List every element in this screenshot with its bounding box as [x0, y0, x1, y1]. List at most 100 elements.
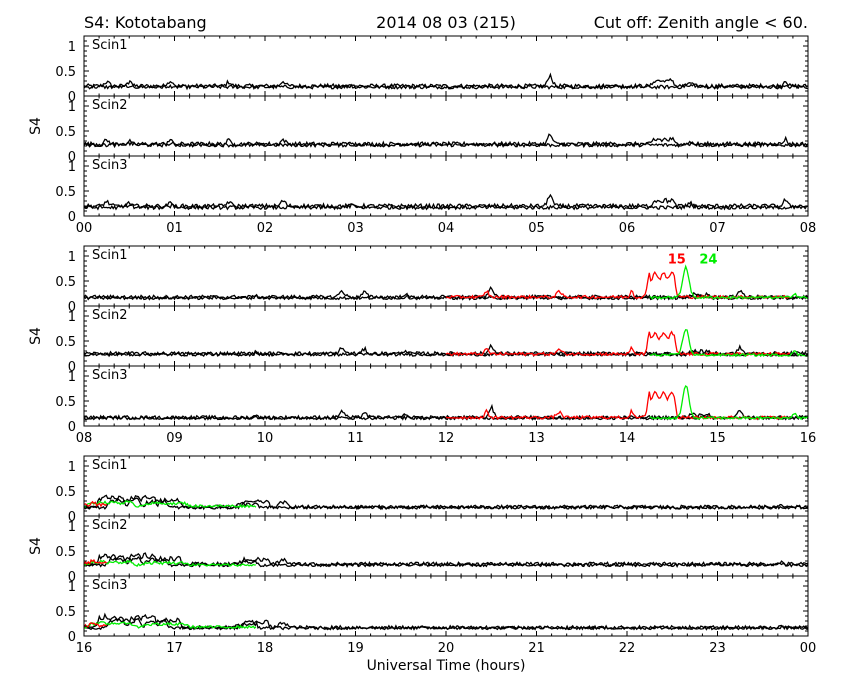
series-line — [649, 328, 808, 358]
y-tick-label: 0.5 — [55, 65, 76, 80]
x-tick-label: 06 — [619, 221, 636, 236]
x-tick-label: 14 — [619, 431, 636, 446]
x-tick-label: 09 — [166, 431, 183, 446]
x-tick-label: 10 — [257, 431, 274, 446]
row-label: Scin3 — [92, 158, 128, 173]
y-tick-label: 0 — [68, 90, 76, 105]
x-tick-label: 00 — [76, 221, 93, 236]
y-tick-label: 0.5 — [55, 125, 76, 140]
x-tick-label: 22 — [619, 641, 636, 656]
series-line — [84, 622, 107, 628]
x-tick-label: 08 — [800, 221, 817, 236]
series-line — [84, 621, 257, 630]
x-tick-label: 21 — [528, 641, 545, 656]
row-label: Scin3 — [92, 578, 128, 593]
row-label: Scin1 — [92, 38, 128, 53]
panel: 1 0.5 0 Scin3 — [55, 365, 809, 435]
series-line — [84, 200, 808, 211]
plot-group: 1 0.5 0 Scin1 1 0.5 0 Scin2 1 0.5 0 Scin3 S4 00 01 02 03… — [28, 35, 817, 236]
row-label: Scin2 — [92, 518, 128, 533]
series-line — [84, 558, 108, 566]
series-line — [84, 552, 808, 568]
row-label: Scin2 — [92, 98, 128, 113]
y-tick-label: 0.5 — [55, 335, 76, 350]
x-axis-label: Universal Time (hours) — [367, 658, 526, 674]
series-line — [445, 390, 791, 421]
x-tick-label: 17 — [166, 641, 183, 656]
y-tick-label: 0.5 — [55, 185, 76, 200]
series-line — [84, 500, 257, 509]
plot-group: 1 0.5 0 Scin1 1 0.5 0 Scin2 1 0.5 0 Scin3 S4 08 09 10 11… — [28, 245, 817, 446]
x-tick-label: 16 — [76, 641, 93, 656]
y-axis-label: S4 — [28, 537, 44, 555]
series-line — [84, 291, 808, 301]
y-tick-label: 0 — [68, 510, 76, 525]
y-tick-label: 1 — [68, 460, 76, 475]
y-tick-label: 0.5 — [55, 275, 76, 290]
row-label: Scin1 — [92, 248, 128, 263]
panel: 1 0.5 0 Scin3 — [55, 575, 809, 645]
y-tick-label: 1 — [68, 40, 76, 55]
row-label: Scin2 — [92, 308, 128, 323]
y-tick-label: 1 — [68, 250, 76, 265]
date-label: 2014 08 03 (215) — [376, 13, 516, 32]
panel: 1 0.5 0 Scin2 — [55, 305, 809, 375]
x-tick-label: 02 — [257, 221, 274, 236]
x-tick-label: 18 — [257, 641, 274, 656]
row-label: Scin1 — [92, 458, 128, 473]
series-line — [84, 79, 808, 91]
y-tick-label: 0.5 — [55, 605, 76, 620]
y-tick-label: 0 — [68, 570, 76, 585]
x-tick-label: 15 — [709, 431, 726, 446]
y-axis-label: S4 — [28, 117, 44, 135]
panel: 1 0.5 0 Scin1 — [55, 455, 809, 525]
x-tick-label: 23 — [709, 641, 726, 656]
y-tick-label: 0 — [68, 300, 76, 315]
series-line — [445, 330, 790, 357]
y-tick-label: 1 — [68, 580, 76, 595]
cutoff-label: Cut off: Zenith angle < 60. — [594, 13, 808, 32]
x-tick-label: 07 — [709, 221, 726, 236]
x-tick-label: 08 — [76, 431, 93, 446]
panel: 1 0.5 0 Scin3 — [55, 155, 809, 225]
series-line — [84, 72, 808, 90]
series-line — [649, 264, 808, 300]
series-line — [84, 559, 256, 568]
x-tick-label: 19 — [347, 641, 364, 656]
panel: 1 0.5 0 Scin1 — [55, 245, 809, 315]
station-title: S4: Kototabang — [84, 13, 207, 32]
y-axis-label: S4 — [28, 327, 44, 345]
x-tick-label: 12 — [438, 431, 455, 446]
y-tick-label: 0 — [68, 630, 76, 645]
y-tick-label: 1 — [68, 520, 76, 535]
x-tick-label: 11 — [347, 431, 364, 446]
y-tick-label: 1 — [68, 100, 76, 115]
y-tick-label: 0 — [68, 420, 76, 435]
y-tick-label: 1 — [68, 310, 76, 325]
y-tick-label: 1 — [68, 160, 76, 175]
x-tick-label: 05 — [528, 221, 545, 236]
y-tick-label: 0 — [68, 150, 76, 165]
prn-annotation: 24 — [699, 253, 717, 268]
prn-annotation: 15 — [668, 253, 686, 268]
y-tick-label: 1 — [68, 370, 76, 385]
y-tick-label: 0.5 — [55, 485, 76, 500]
x-tick-label: 13 — [528, 431, 545, 446]
series-line — [84, 138, 808, 149]
series-line — [649, 384, 808, 421]
x-tick-label: 00 — [800, 641, 817, 656]
y-tick-label: 0.5 — [55, 395, 76, 410]
plot-group: 1 0.5 0 Scin1 1 0.5 0 Scin2 1 0.5 0 Scin3 S4 16 17 18 19… — [28, 455, 817, 656]
row-label: Scin3 — [92, 368, 128, 383]
y-tick-label: 0 — [68, 360, 76, 375]
x-tick-label: 16 — [800, 431, 817, 446]
x-tick-label: 03 — [347, 221, 364, 236]
x-tick-label: 04 — [438, 221, 455, 236]
x-tick-label: 20 — [438, 641, 455, 656]
y-tick-label: 0 — [68, 210, 76, 225]
series-line — [84, 500, 107, 508]
x-tick-label: 01 — [166, 221, 183, 236]
